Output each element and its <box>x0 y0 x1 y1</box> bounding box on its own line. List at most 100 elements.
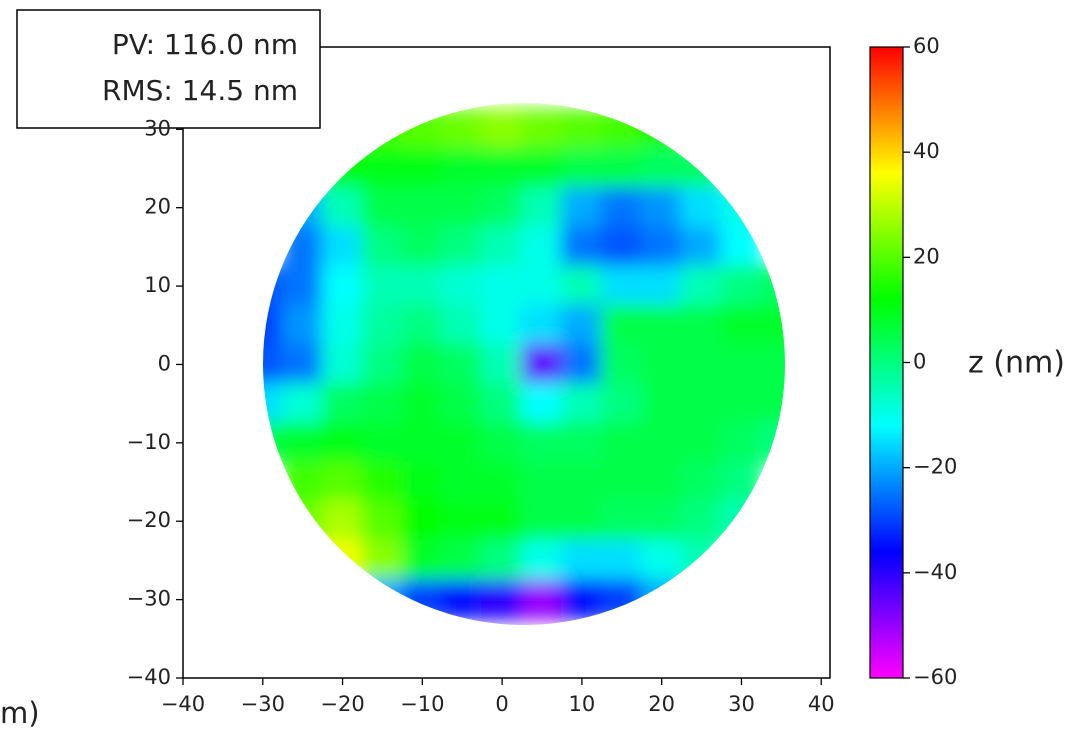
surface-cell <box>441 187 484 229</box>
surface-cell <box>680 147 723 190</box>
axis-label: m) <box>0 696 40 730</box>
x-tick-label: −40 <box>161 692 205 716</box>
surface-cell <box>361 343 404 386</box>
surface-cell <box>680 343 723 386</box>
y-tick-label: −30 <box>127 587 171 611</box>
surface-cell <box>600 539 643 582</box>
surface-cell <box>521 383 563 425</box>
y-tick-label: 10 <box>144 273 171 297</box>
surface-cell <box>481 461 524 503</box>
surface-cell <box>321 422 364 464</box>
surface-cell <box>521 265 563 307</box>
surface-cell <box>361 461 404 503</box>
surface-cell <box>281 343 324 386</box>
surface-cell <box>441 500 484 542</box>
colorbar-tick-label: −20 <box>913 455 957 479</box>
surface-cell <box>441 579 484 621</box>
surface-cell <box>321 304 364 346</box>
surface-cell <box>401 304 444 346</box>
surface-cell <box>680 422 723 464</box>
surface-cell <box>521 226 563 268</box>
surface-cell <box>640 579 683 621</box>
surface-cell <box>600 579 643 621</box>
surface-cell <box>441 539 484 582</box>
surface-cell <box>263 265 284 307</box>
x-tick-label: −30 <box>241 692 285 716</box>
surface-cell <box>680 226 723 268</box>
surface-cell <box>321 147 364 190</box>
surface-cell <box>361 579 404 621</box>
surface-cell <box>321 461 364 503</box>
surface-cell <box>560 147 603 190</box>
surface-cell <box>281 226 324 268</box>
surface-cell <box>401 539 444 582</box>
surface-cell <box>401 383 444 425</box>
surface-cell <box>361 422 404 464</box>
surface-cell <box>680 383 723 425</box>
surface-cell <box>560 500 603 542</box>
surface-cell <box>321 383 364 425</box>
surface-cell <box>760 422 785 464</box>
surface-cell <box>640 539 683 582</box>
colorbar-tick-label: 20 <box>913 244 940 268</box>
surface-cell <box>281 422 324 464</box>
y-tick-label: −40 <box>127 665 171 689</box>
surface-cell <box>680 500 723 542</box>
surface-cell <box>560 304 603 346</box>
surface-cell <box>560 461 603 503</box>
surface-cell <box>441 343 484 386</box>
surface-cell <box>321 539 364 582</box>
surface-cell <box>441 226 484 268</box>
surface-cell <box>521 461 563 503</box>
annotation-box <box>16 9 321 129</box>
surface-cell <box>600 343 643 386</box>
surface-cell <box>560 265 603 307</box>
surface-cell <box>560 539 603 582</box>
surface-cell <box>600 500 643 542</box>
y-tick-label: 30 <box>144 116 171 140</box>
surface-cell <box>263 343 284 386</box>
annotation-text: PV: 116.0 nm <box>112 28 298 61</box>
surface-cell <box>720 265 763 307</box>
surface-cell <box>441 265 484 307</box>
surface-cell <box>481 422 524 464</box>
surface-cell <box>640 187 683 229</box>
surface-cell <box>640 147 683 190</box>
colorbar-tick-label: 60 <box>913 34 940 58</box>
surface-cell <box>600 461 643 503</box>
surface-cell <box>481 304 524 346</box>
surface-cell <box>600 265 643 307</box>
x-tick-label: 20 <box>648 692 675 716</box>
surface-cell <box>640 304 683 346</box>
surface-cell <box>600 304 643 346</box>
surface-cell <box>263 304 284 346</box>
surface-cell <box>401 461 444 503</box>
surface-cell <box>281 265 324 307</box>
surface-cells <box>263 108 785 621</box>
surface-cell <box>481 579 524 621</box>
surface-cell <box>281 304 324 346</box>
surface-cell <box>401 422 444 464</box>
x-tick-label: 40 <box>808 692 835 716</box>
surface-cell <box>481 265 524 307</box>
surface-cell <box>720 500 763 542</box>
surface-cell <box>321 226 364 268</box>
surface-cell <box>321 343 364 386</box>
surface-cell <box>441 147 484 190</box>
colorbar-tick-label: −60 <box>913 665 957 689</box>
surface-cell <box>481 343 524 386</box>
surface-cell <box>680 461 723 503</box>
surface-cell <box>361 539 404 582</box>
surface-cell <box>640 226 683 268</box>
surface-cell <box>401 579 444 621</box>
surface-cell <box>441 108 484 150</box>
surface-cell <box>760 304 785 346</box>
surface-cell <box>560 579 603 621</box>
surface-cell <box>521 147 563 190</box>
surface-cell <box>521 579 563 621</box>
surface-cell <box>560 343 603 386</box>
surface-cell <box>441 461 484 503</box>
surface-cell <box>720 461 763 503</box>
surface-cell <box>680 304 723 346</box>
